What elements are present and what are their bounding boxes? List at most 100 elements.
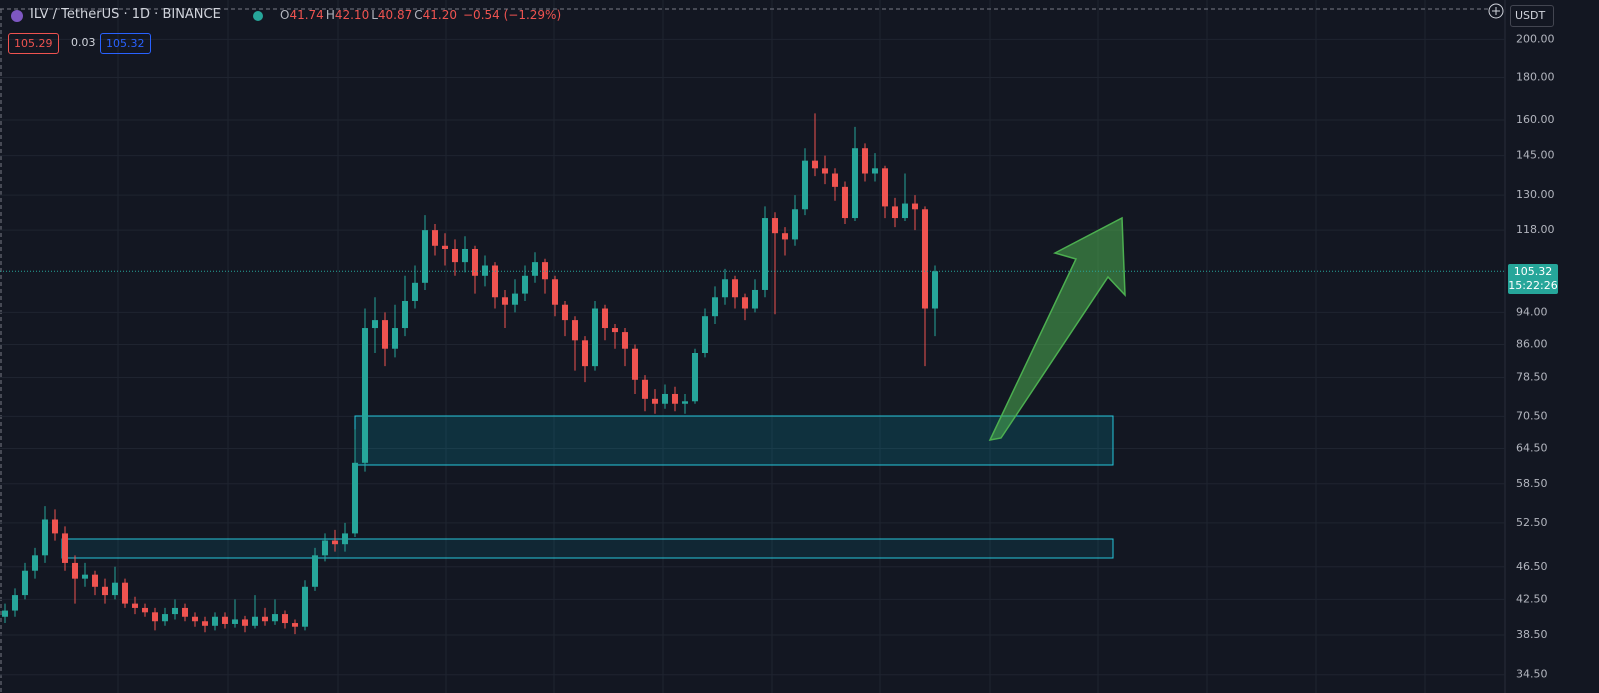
h-grid [0, 38, 1505, 676]
demand-zone[interactable] [354, 415, 1114, 466]
candle-body [922, 209, 928, 309]
candle-body [362, 328, 368, 463]
candle-body [182, 607, 188, 617]
candle-body [232, 619, 238, 624]
y-tick-label: 58.50 [1516, 477, 1548, 490]
arrow[interactable] [988, 216, 1126, 441]
candle-body [102, 586, 108, 596]
candle-body [902, 203, 908, 219]
candle-body [892, 206, 898, 219]
ohlc-key: C [414, 8, 423, 22]
candle-body [522, 275, 528, 294]
candle-body [202, 621, 208, 626]
candle-body [662, 393, 668, 404]
candle-body [342, 533, 348, 545]
ohlc-item: H42.10 [326, 8, 369, 22]
candle-body [882, 168, 888, 207]
candle-body [332, 540, 338, 545]
candle-body [82, 574, 88, 579]
candle-body [672, 393, 678, 404]
candle-body [462, 248, 468, 263]
v-grid [117, 0, 1426, 693]
candle-body [162, 614, 168, 622]
ohlc-item: C41.20 [414, 8, 457, 22]
demand-zone[interactable] [61, 538, 1114, 559]
candle-body [742, 297, 748, 309]
y-tick-label: 38.50 [1516, 628, 1548, 641]
ohlc-value: 42.10 [334, 8, 370, 22]
candle-body [822, 168, 828, 174]
ohlc-legend: O41.74 H42.10 L40.87 C41.20 −0.54 (−1.29%) [280, 8, 561, 22]
candle-body [352, 462, 358, 534]
candle-body [112, 582, 118, 596]
y-tick-label: 52.50 [1516, 516, 1548, 529]
candle-body [142, 607, 148, 613]
candle-body [292, 623, 298, 627]
sell-price[interactable]: 105.29 [8, 33, 59, 54]
candle-body [612, 328, 618, 333]
candle-body [862, 148, 868, 174]
candle-body [262, 616, 268, 622]
candle-body [442, 245, 448, 249]
y-tick-label: 86.00 [1516, 337, 1548, 350]
ohlc-value: 41.74 [289, 8, 324, 22]
candle-body [802, 160, 808, 210]
candle-body [92, 574, 98, 587]
candle-body [722, 279, 728, 298]
candle-body [642, 379, 648, 399]
y-tick-label: 42.50 [1516, 592, 1548, 605]
candle-body [652, 398, 658, 404]
candle-body [322, 540, 328, 556]
candle-body [152, 612, 158, 622]
candle-body [772, 218, 778, 234]
candle-body [752, 289, 758, 309]
candle-body [302, 586, 308, 627]
candle-body [242, 619, 248, 626]
ohlc-item: O41.74 [280, 8, 324, 22]
y-tick-label: 46.50 [1516, 560, 1548, 573]
y-tick-label: 118.00 [1516, 223, 1555, 236]
candle-body [602, 308, 608, 329]
candle-body [532, 262, 538, 276]
ohlc-key: L [371, 8, 378, 22]
symbol-logo [11, 10, 23, 22]
candle-body [542, 262, 548, 280]
buy-price[interactable]: 105.32 [100, 33, 151, 54]
countdown: 15:22:26 [1508, 279, 1558, 293]
change: −0.54 (−1.29%) [463, 8, 562, 22]
candle-body [452, 248, 458, 263]
spread: 0.03 [71, 36, 96, 49]
candle-body [762, 218, 768, 290]
candle-body [632, 348, 638, 380]
candle-body [62, 533, 68, 563]
candle-body [512, 293, 518, 305]
candle-body [842, 186, 848, 219]
last-price-tag: 105.32 15:22:26 [1508, 264, 1558, 295]
candle-body [222, 616, 228, 624]
candle-body [422, 230, 428, 283]
y-tick-label: 160.00 [1516, 113, 1555, 126]
plus-button[interactable] [1488, 3, 1504, 19]
y-tick-label: 94.00 [1516, 305, 1548, 318]
y-tick-label: 70.50 [1516, 409, 1548, 422]
candle-body [782, 233, 788, 240]
candle-body [832, 173, 838, 187]
candle-body [42, 519, 48, 556]
candle-body [492, 265, 498, 298]
candle-body [212, 616, 218, 626]
ohlc-key: O [280, 8, 290, 22]
currency-select[interactable]: USDT [1510, 5, 1554, 27]
candle-body [172, 607, 178, 615]
candle-body [792, 209, 798, 240]
candle-body [392, 328, 398, 349]
candle-body [592, 308, 598, 367]
candle-body [402, 300, 408, 329]
candle-body [192, 616, 198, 622]
candle-body [582, 340, 588, 367]
symbol-title[interactable]: ILV / TetherUS · 1D · BINANCE [30, 7, 221, 22]
y-tick-label: 145.00 [1516, 149, 1555, 162]
ohlc-key: H [325, 8, 335, 22]
y-tick-label: 180.00 [1516, 70, 1555, 83]
candle-body [252, 616, 258, 626]
